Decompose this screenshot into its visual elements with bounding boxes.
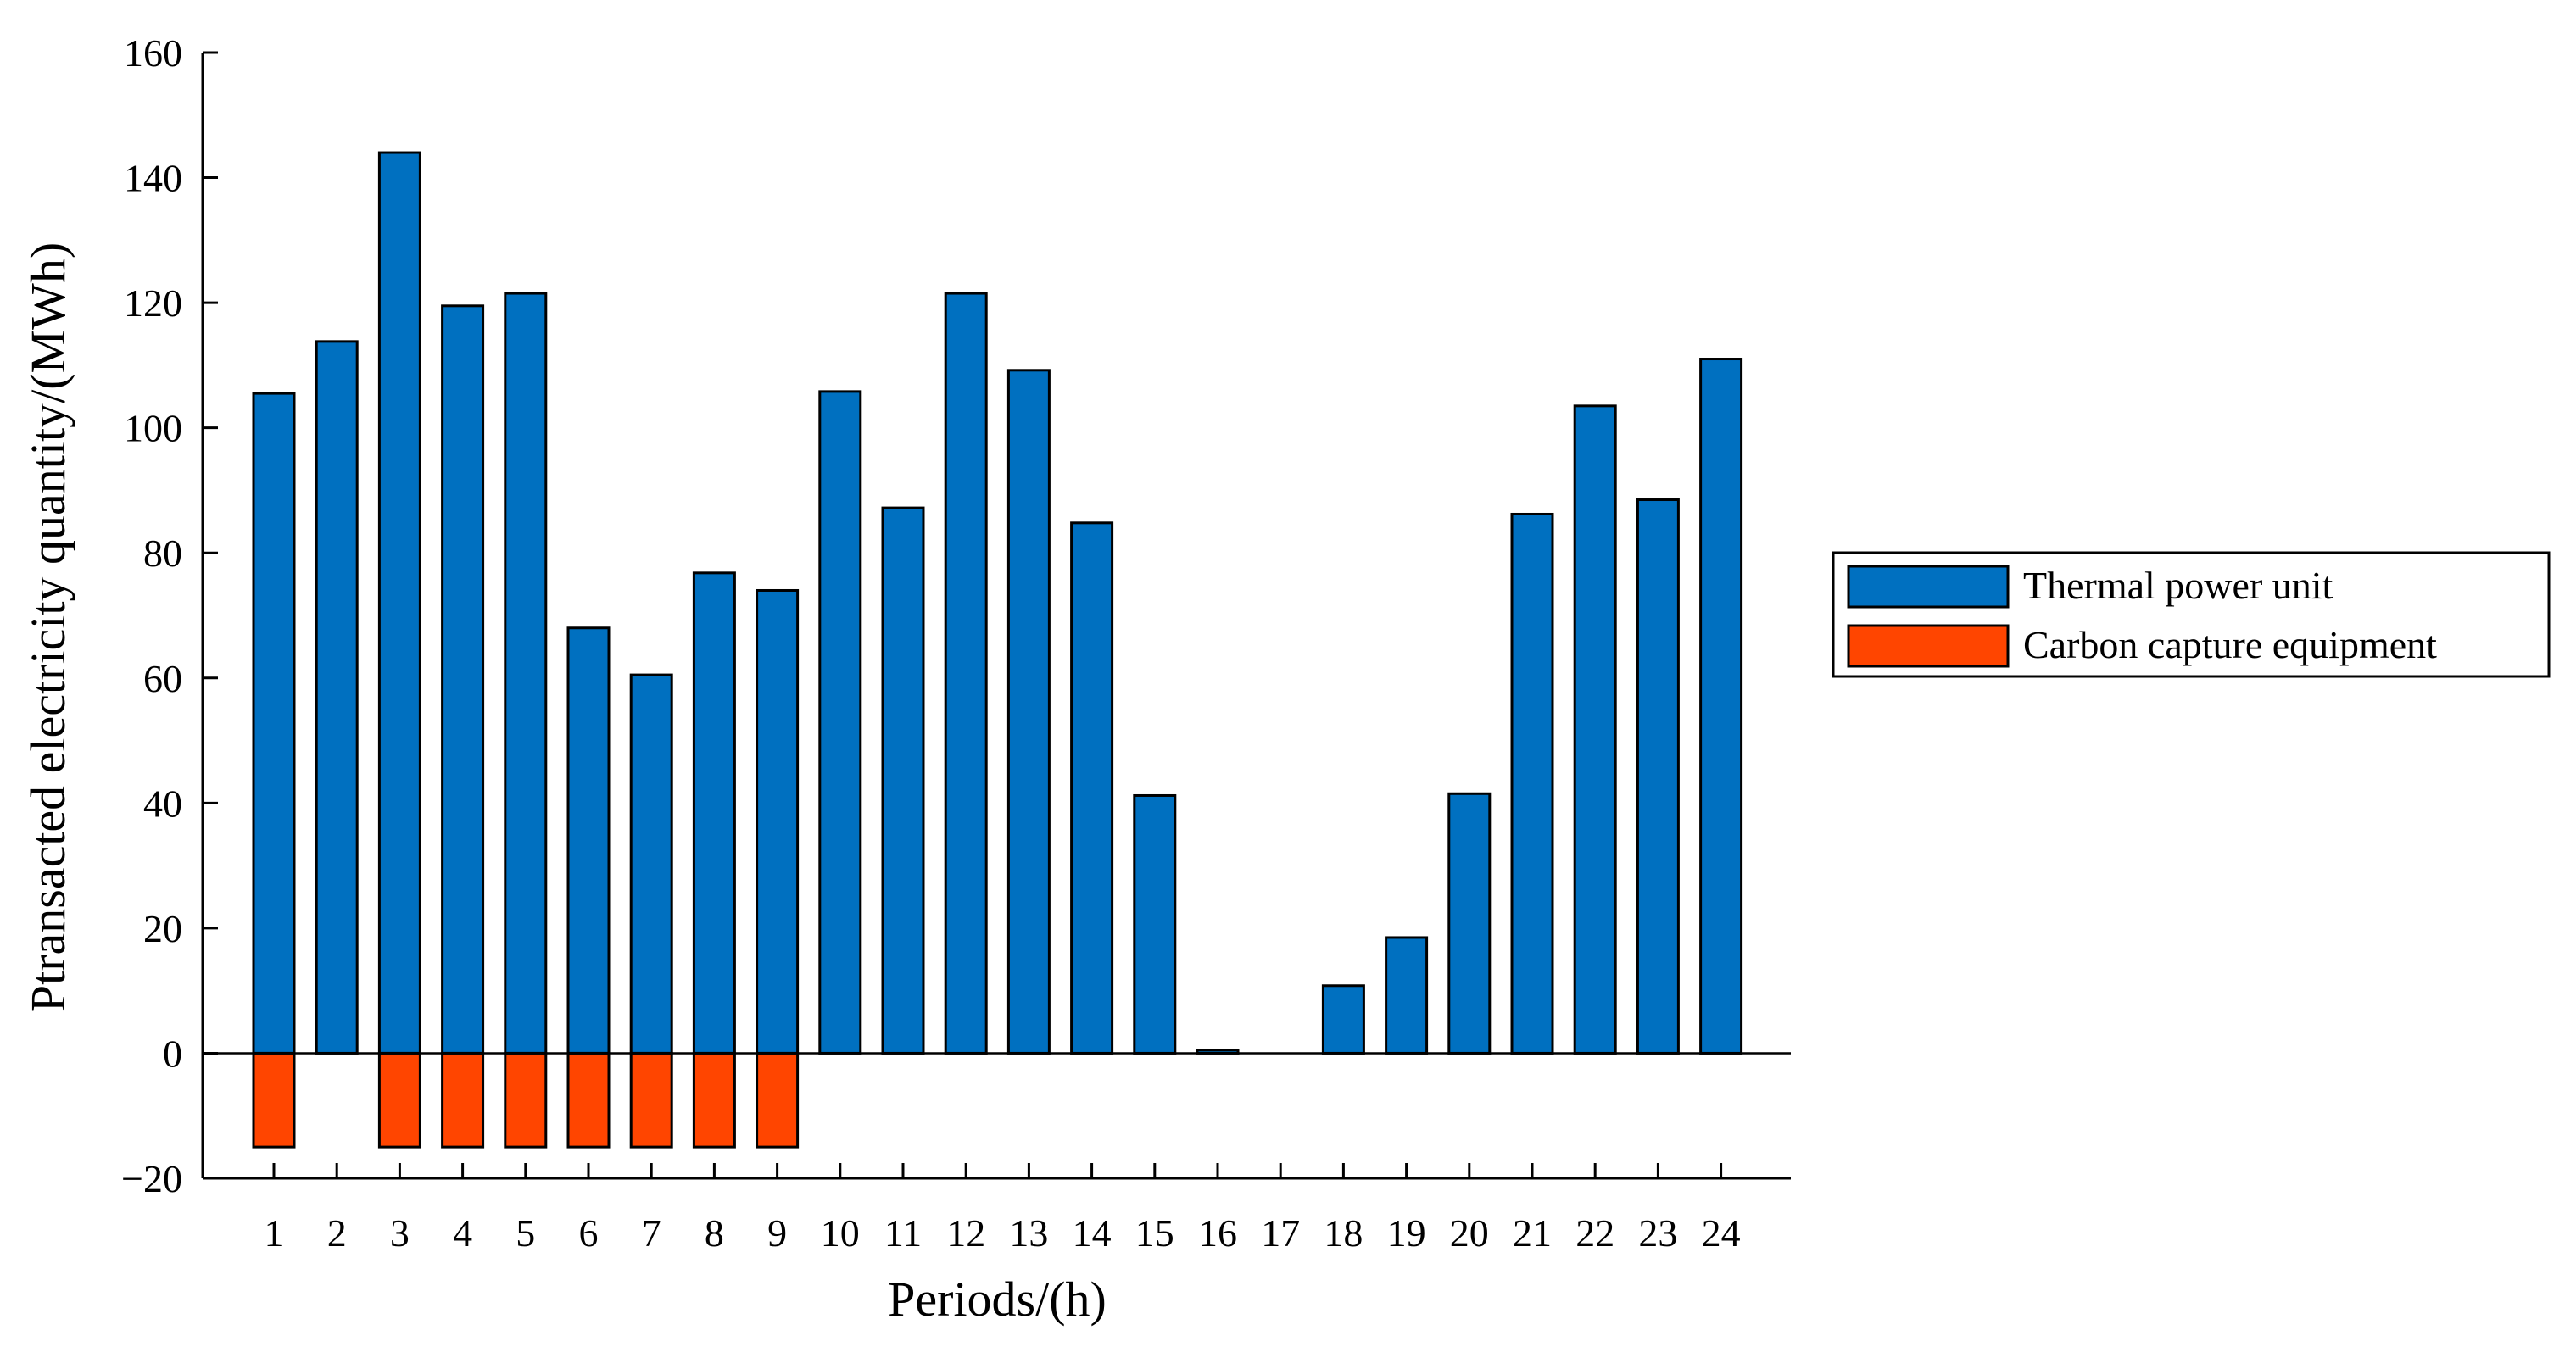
x-tick-label: 22 (1575, 1211, 1614, 1255)
x-tick-label: 20 (1450, 1211, 1489, 1255)
thermal-bar-22 (1573, 404, 1617, 1055)
x-tick-label: 10 (821, 1211, 860, 1255)
thermal-bar-12 (944, 292, 988, 1055)
thermal-bar-21 (1510, 512, 1554, 1055)
legend-swatch-thermal (1847, 565, 2010, 609)
carbon-bar-3 (377, 1051, 421, 1149)
thermal-bar-11 (881, 506, 925, 1055)
thermal-bar-20 (1447, 792, 1492, 1055)
carbon-bar-5 (504, 1051, 548, 1149)
x-tick-label: 3 (390, 1211, 410, 1255)
x-tick-label: 14 (1073, 1211, 1112, 1255)
legend-swatch-carbon (1847, 624, 2010, 668)
x-tick-label: 4 (453, 1211, 472, 1255)
y-tick-label: 140 (124, 157, 182, 200)
thermal-bar-5 (504, 292, 548, 1055)
x-tick-label: 7 (642, 1211, 661, 1255)
x-tick-label: 18 (1324, 1211, 1363, 1255)
x-tick-label: 11 (884, 1211, 922, 1255)
thermal-bar-8 (692, 571, 736, 1055)
x-tick-label: 6 (579, 1211, 599, 1255)
thermal-bar-14 (1070, 521, 1114, 1055)
thermal-bar-15 (1133, 793, 1177, 1055)
carbon-bar-7 (629, 1051, 673, 1149)
x-tick-label: 19 (1387, 1211, 1426, 1255)
x-tick-label: 12 (946, 1211, 985, 1255)
x-tick-label: 23 (1638, 1211, 1677, 1255)
carbon-bar-6 (566, 1051, 611, 1149)
x-tick-label: 8 (705, 1211, 724, 1255)
thermal-bar-9 (756, 588, 800, 1055)
thermal-bar-13 (1006, 369, 1051, 1055)
thermal-bar-1 (252, 392, 296, 1055)
carbon-bar-4 (441, 1051, 485, 1149)
y-tick-label: 160 (124, 31, 182, 75)
x-tick-label: 21 (1513, 1211, 1552, 1255)
thermal-bar-3 (377, 151, 421, 1055)
y-tick-label: 20 (143, 907, 182, 950)
x-tick-label: 16 (1198, 1211, 1237, 1255)
thermal-bar-24 (1699, 358, 1743, 1055)
y-tick-label: 60 (143, 657, 182, 700)
bars-layer (252, 151, 1743, 1149)
carbon-bar-9 (756, 1051, 800, 1149)
y-tick-label: −20 (121, 1157, 182, 1200)
x-tick-label: 9 (767, 1211, 787, 1255)
thermal-bar-7 (629, 673, 673, 1055)
thermal-bar-10 (818, 390, 862, 1055)
thermal-bar-19 (1385, 936, 1429, 1055)
thermal-bar-18 (1321, 984, 1365, 1055)
x-tick-label: 15 (1135, 1211, 1174, 1255)
x-tick-label: 13 (1009, 1211, 1048, 1255)
y-tick-label: 40 (143, 782, 182, 825)
x-tick-label: 17 (1261, 1211, 1300, 1255)
y-tick-label: 120 (124, 281, 182, 325)
x-tick-label: 24 (1702, 1211, 1741, 1255)
legend: Thermal power unit Carbon capture equipme… (1832, 551, 2551, 678)
x-tick-label: 2 (327, 1211, 347, 1255)
y-tick-label: 0 (163, 1032, 182, 1075)
x-tick-label: 1 (265, 1211, 284, 1255)
thermal-bar-2 (315, 340, 359, 1055)
legend-label-carbon: Carbon capture equipment (2023, 623, 2437, 666)
thermal-bar-4 (441, 304, 485, 1055)
y-tick-label: 100 (124, 407, 182, 450)
y-axis-title: Ptransacted electricity quantity/(MWh) (20, 242, 75, 1012)
thermal-bar-23 (1636, 498, 1680, 1055)
thermal-bar-6 (566, 626, 611, 1055)
carbon-bar-1 (252, 1051, 296, 1149)
y-tick-label: 80 (143, 531, 182, 575)
carbon-bar-8 (692, 1051, 736, 1149)
x-axis-title: Periods/(h) (888, 1272, 1107, 1327)
legend-label-thermal: Thermal power unit (2023, 564, 2333, 607)
x-tick-label: 5 (516, 1211, 535, 1255)
